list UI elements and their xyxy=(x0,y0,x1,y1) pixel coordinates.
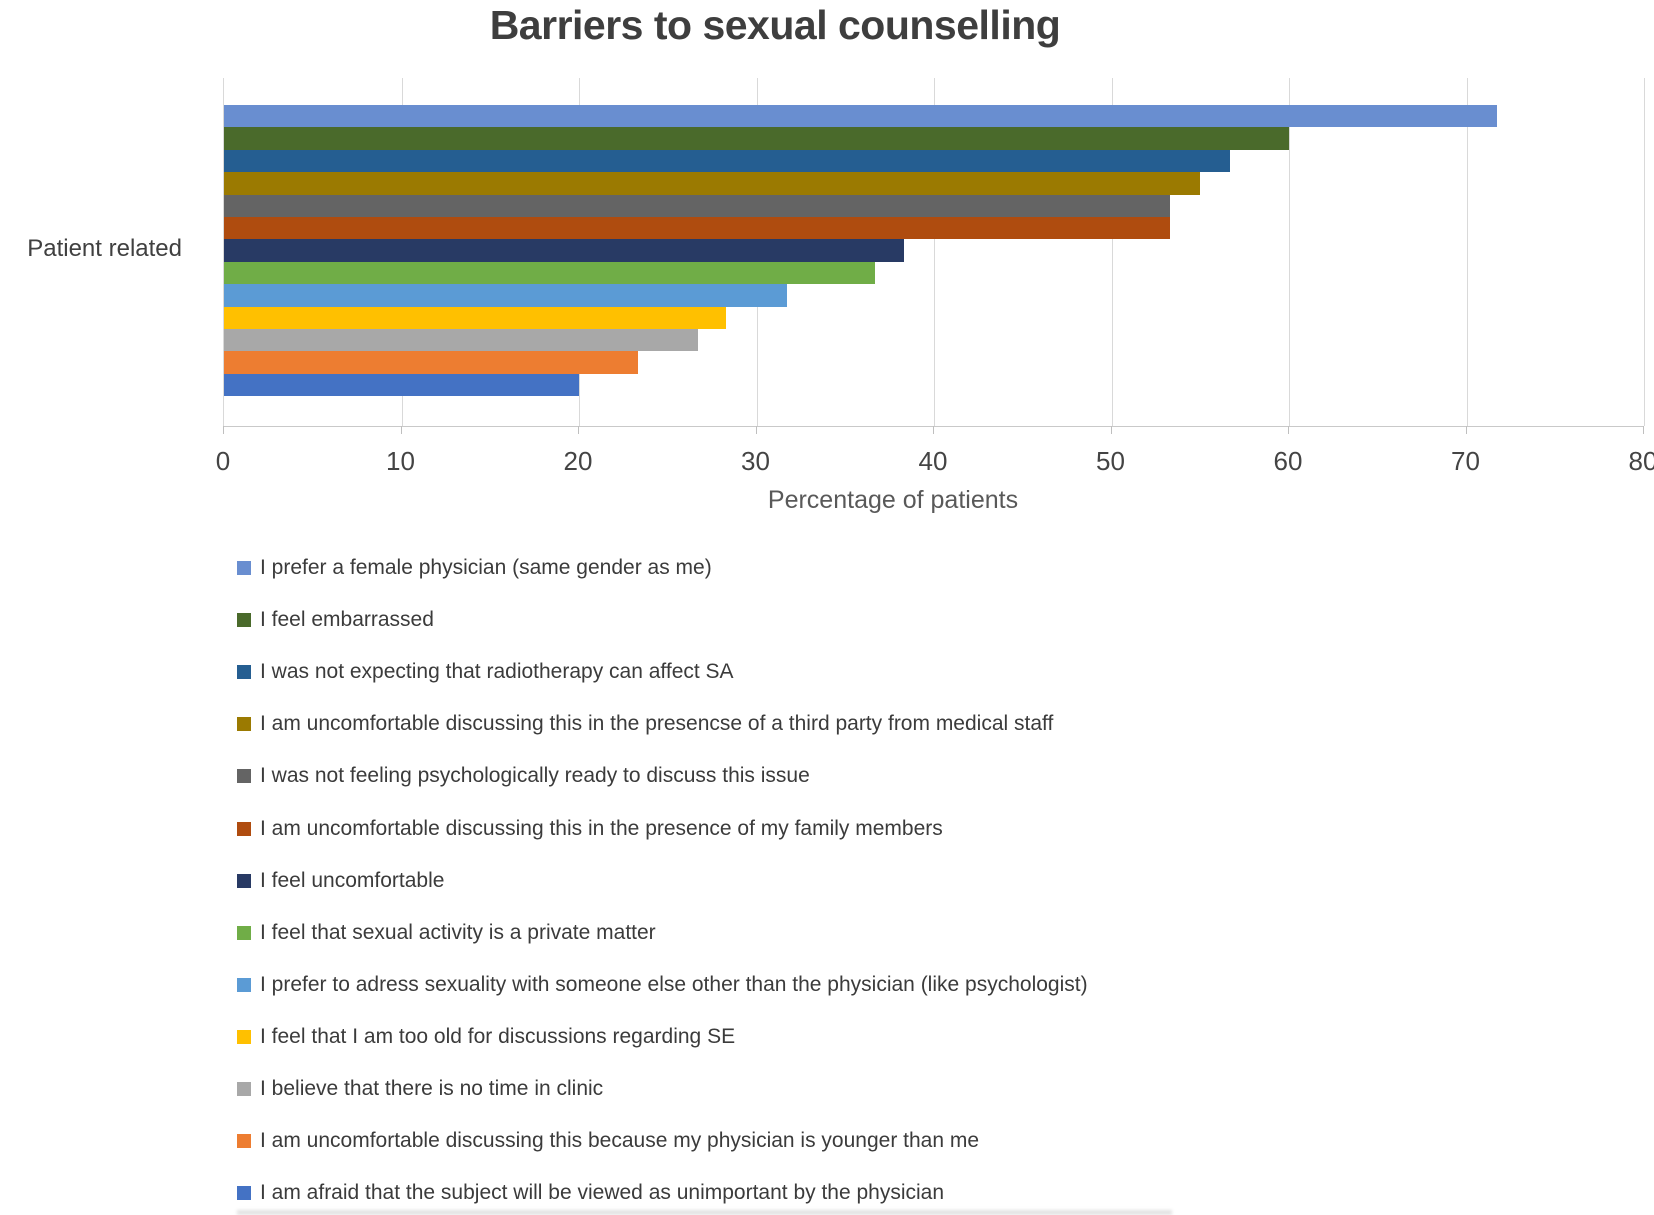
tick-label-40: 40 xyxy=(918,446,948,476)
legend-label: I am uncomfortable discussing this in th… xyxy=(260,816,943,840)
legend-label: I feel that I am too old for discussions… xyxy=(260,1024,736,1048)
legend-swatch-icon xyxy=(237,717,251,732)
tick-label-50: 50 xyxy=(1096,446,1125,476)
tick-mark-70 xyxy=(1465,426,1467,434)
tick-mark-10 xyxy=(400,426,402,434)
legend-item: I feel embarrassed xyxy=(237,607,434,633)
legend-item: I am afraid that the subject will be vie… xyxy=(237,1180,944,1206)
gridline-x-40 xyxy=(934,78,935,426)
cropped-legend-row xyxy=(237,1210,1172,1215)
legend-label: I prefer a female physician (same gender… xyxy=(260,556,712,579)
tick-mark-30 xyxy=(755,426,757,434)
legend-label: I am uncomfortable discussing this becau… xyxy=(260,1129,980,1153)
legend-item: I prefer to adress sexuality with someon… xyxy=(237,972,1088,998)
legend-item: I feel that sexual activity is a private… xyxy=(237,920,656,946)
bar-series-12 xyxy=(224,351,638,374)
bar-series-6 xyxy=(224,217,1171,240)
legend-swatch-icon xyxy=(237,1029,251,1044)
tick-mark-0 xyxy=(223,426,224,434)
tick-label-70: 70 xyxy=(1451,446,1480,476)
legend-label: I prefer to adress sexuality with someon… xyxy=(260,972,1088,996)
legend-swatch-icon xyxy=(237,1186,251,1201)
legend-item: I feel uncomfortable xyxy=(237,868,444,894)
legend-label: I believe that there is no time in clini… xyxy=(260,1077,604,1100)
legend-item: I was not feeling psychologically ready … xyxy=(237,763,810,789)
legend-swatch-icon xyxy=(237,821,251,836)
legend-label: I feel embarrassed xyxy=(260,608,434,632)
gridline-x-70 xyxy=(1466,78,1468,426)
legend-item: I am uncomfortable discussing this in th… xyxy=(237,711,1053,737)
legend-swatch-icon xyxy=(237,769,251,784)
legend-swatch-icon xyxy=(237,873,251,888)
bar-series-1 xyxy=(224,105,1497,128)
tick-mark-60 xyxy=(1288,426,1289,434)
bar-series-2 xyxy=(224,127,1289,150)
tick-mark-40 xyxy=(933,426,934,434)
plot-area xyxy=(223,78,1645,427)
legend-swatch-icon xyxy=(237,925,251,940)
tick-label-10: 10 xyxy=(386,446,415,476)
bar-series-4 xyxy=(224,172,1201,195)
gridline-x-60 xyxy=(1289,78,1290,426)
x-axis-title: Percentage of patients xyxy=(767,486,1019,514)
tick-mark-20 xyxy=(578,426,579,434)
legend-label: I was not expecting that radiotherapy ca… xyxy=(260,660,734,684)
tick-label-30: 30 xyxy=(741,446,770,476)
bar-series-13 xyxy=(224,373,579,397)
bar-series-8 xyxy=(224,261,876,285)
legend-item: I am uncomfortable discussing this becau… xyxy=(237,1128,979,1154)
legend-swatch-icon xyxy=(237,1082,251,1096)
legend-swatch-icon xyxy=(237,1134,251,1149)
legend-item: I was not expecting that radiotherapy ca… xyxy=(237,659,734,685)
legend-swatch-icon xyxy=(237,977,251,992)
legend-label: I was not feeling psychologically ready … xyxy=(260,764,810,788)
legend-label: I feel that sexual activity is a private… xyxy=(260,920,656,944)
bar-series-3 xyxy=(224,149,1231,173)
legend-item: I feel that I am too old for discussions… xyxy=(237,1024,735,1050)
tick-label-80: 80 xyxy=(1628,446,1654,476)
legend-item: I am uncomfortable discussing this in th… xyxy=(237,816,943,842)
legend-label: I feel uncomfortable xyxy=(260,868,445,892)
chart-title: Barriers to sexual counselling xyxy=(489,2,1061,48)
bar-series-11 xyxy=(224,329,698,352)
legend-item: I believe that there is no time in clini… xyxy=(237,1076,603,1102)
legend-label: I am uncomfortable discussing this in th… xyxy=(260,712,1054,736)
legend-item: I prefer a female physician (same gender… xyxy=(237,555,712,581)
gridline-x-50 xyxy=(1111,78,1113,426)
legend-swatch-icon xyxy=(237,665,251,680)
category-label: Patient related xyxy=(27,235,182,262)
bar-series-10 xyxy=(224,306,727,329)
bar-series-7 xyxy=(224,239,904,262)
tick-mark-50 xyxy=(1110,426,1112,434)
tick-label-20: 20 xyxy=(563,446,593,476)
tick-mark-80 xyxy=(1643,426,1644,434)
bar-series-9 xyxy=(224,284,787,307)
legend-label: I am afraid that the subject will be vie… xyxy=(260,1181,945,1205)
legend-swatch-icon xyxy=(237,561,251,575)
gridline-x-80 xyxy=(1644,78,1645,426)
bar-series-5 xyxy=(224,194,1171,217)
tick-label-0: 0 xyxy=(215,446,231,476)
tick-label-60: 60 xyxy=(1273,446,1303,476)
legend-swatch-icon xyxy=(237,613,251,628)
